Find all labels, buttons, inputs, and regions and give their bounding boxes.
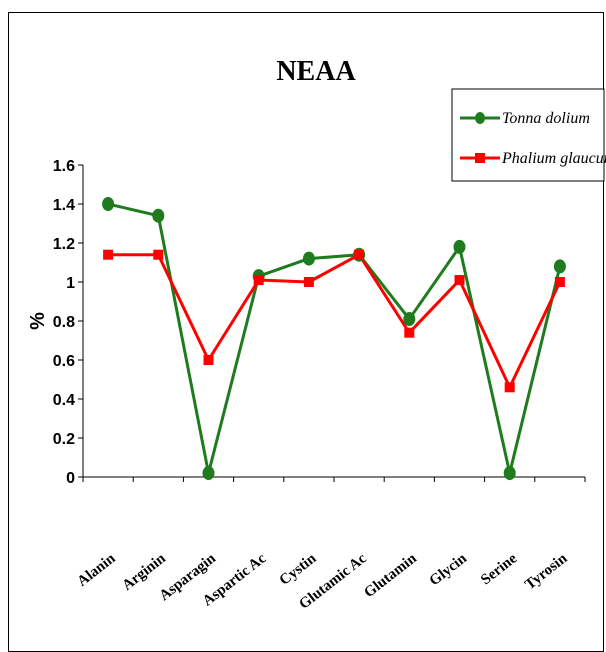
data-point: [253, 275, 264, 286]
axes: 00.20.40.60.811.21.41.6%Alanin ArgininAsp…: [27, 158, 586, 613]
chart-title: NEAA: [276, 56, 356, 87]
y-tick-label: 0.6: [53, 353, 75, 370]
x-tick-label: Cystin: [277, 550, 320, 589]
y-tick-label: 1.2: [53, 236, 75, 253]
data-point: [303, 277, 314, 287]
x-tick-label: Glutamin: [361, 550, 420, 601]
y-tick-label: 1.6: [53, 158, 75, 175]
data-point: [554, 277, 565, 287]
legend-marker: [475, 112, 485, 124]
data-point: [504, 382, 515, 393]
legend: Tonna dolium Phalium glaucum: [451, 88, 606, 182]
y-tick-label: 0: [66, 470, 75, 487]
x-tick-label: Tyrosin: [522, 550, 571, 593]
y-tick-label: 0.8: [53, 314, 75, 331]
data-point: [302, 251, 315, 266]
y-tick-label: 1.4: [53, 197, 75, 214]
data-point: [103, 249, 114, 260]
data-point: [453, 239, 466, 254]
y-tick-label: 0.4: [53, 392, 75, 409]
chart-marks: [102, 197, 566, 481]
series-line-tonna-dolium: [107, 202, 562, 475]
data-point: [503, 466, 516, 481]
x-tick-label: Glycin: [427, 550, 471, 589]
y-tick-label: 1: [66, 275, 75, 292]
data-point: [553, 259, 566, 274]
legend-label: Phalium glaucum: [501, 150, 606, 167]
x-tick-label: Serine: [478, 550, 520, 588]
data-point: [153, 249, 164, 260]
data-point: [404, 327, 415, 338]
series-line-phalium-glaucum: [108, 253, 562, 389]
data-point: [202, 466, 215, 481]
y-axis-title: %: [27, 312, 49, 330]
y-tick-label: 0.2: [53, 431, 75, 448]
data-point: [403, 312, 416, 327]
data-point: [152, 208, 165, 223]
legend-box: [451, 88, 605, 182]
legend-label: Tonna dolium: [502, 110, 590, 127]
data-point: [102, 197, 115, 211]
legend-marker: [475, 153, 485, 163]
data-point: [203, 355, 214, 365]
data-point: [354, 249, 365, 260]
data-point: [454, 275, 465, 286]
x-tick-label: Alanin: [75, 550, 120, 590]
